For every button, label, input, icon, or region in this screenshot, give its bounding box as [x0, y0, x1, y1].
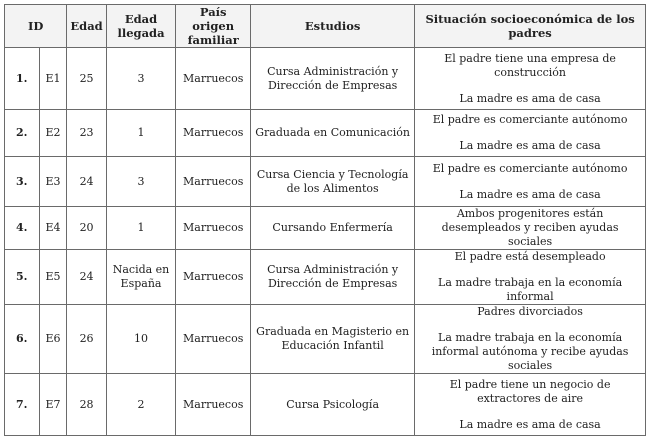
header-situacion: Situación socioeconómica de los padres — [414, 4, 646, 48]
header-pais: País origen familiar — [175, 4, 252, 48]
row-number: 3. — [4, 156, 40, 207]
situacion-madre: La madre trabaja en la economía informal — [438, 276, 623, 303]
row-number: 4. — [4, 206, 40, 250]
row-pais: Marruecos — [175, 249, 252, 305]
row-estudios: Cursa Ciencia y Tecnología de los Alimen… — [250, 156, 416, 207]
row-pais: Marruecos — [175, 156, 252, 207]
situacion-padre: Ambos progenitores están desempleados y … — [441, 207, 619, 248]
row-pais: Marruecos — [175, 304, 252, 374]
situacion-madre: La madre es ama de casa — [459, 139, 601, 152]
row-id: E5 — [38, 249, 68, 305]
row-edad-llegada: 3 — [105, 156, 177, 207]
row-edad: 24 — [66, 156, 107, 207]
table-row: 5. E5 24 Nacida en España Marruecos Cursa Adm… — [4, 249, 646, 305]
row-estudios: Cursa Administración y Dirección de Empr… — [250, 47, 416, 110]
row-id: E1 — [38, 47, 68, 110]
situacion-padre: El padre tiene un negocio de extractores… — [449, 377, 611, 405]
table-row: 4. E4 20 1 Marruecos Cursando Enfermería Ambos… — [4, 206, 646, 250]
situacion-madre: La madre es ama de casa — [459, 187, 601, 201]
row-number: 1. — [4, 47, 40, 110]
row-situacion: El padre está desempleado La madre trabaj… — [414, 249, 646, 305]
row-edad: 20 — [66, 206, 107, 250]
header-edad: Edad — [66, 4, 107, 48]
row-estudios: Cursando Enfermería — [250, 206, 416, 250]
situacion-padre: El padre está desempleado — [454, 250, 606, 263]
row-id: E2 — [38, 109, 68, 157]
row-pais: Marruecos — [175, 206, 252, 250]
situacion-madre: La madre es ama de casa — [459, 417, 601, 431]
situacion-padre: El padre es comerciante autónomo — [432, 161, 628, 175]
row-edad-llegada: 1 — [105, 206, 177, 250]
row-edad: 24 — [66, 249, 107, 305]
row-situacion: El padre es comerciante autónomo La madre… — [414, 109, 646, 157]
situacion-madre: La madre trabaja en la economía informal… — [431, 331, 629, 372]
row-edad-llegada: 1 — [105, 109, 177, 157]
table-row: 3. E3 24 3 Marruecos Cursa Ciencia y Tecnolog… — [4, 156, 646, 207]
row-id: E6 — [38, 304, 68, 374]
row-edad-llegada: 10 — [105, 304, 177, 374]
row-situacion: El padre tiene una empresa de construcci… — [414, 47, 646, 110]
row-situacion: Padres divorciados La madre trabaja en la… — [414, 304, 646, 374]
row-pais: Marruecos — [175, 47, 252, 110]
row-edad: 25 — [66, 47, 107, 110]
situacion-padre: El padre es comerciante autónomo — [432, 113, 628, 126]
row-situacion: Ambos progenitores están desempleados y … — [414, 206, 646, 250]
row-number: 5. — [4, 249, 40, 305]
table-row: 6. E6 26 10 Marruecos Graduada en Magisterio … — [4, 304, 646, 374]
situacion-padre: Padres divorciados — [477, 305, 583, 318]
row-number: 2. — [4, 109, 40, 157]
row-estudios: Cursa Administración y Dirección de Empr… — [250, 249, 416, 305]
students-table: ID Edad Edad llegada País origen familia… — [3, 4, 646, 436]
header-row: ID Edad Edad llegada País origen familia… — [3, 4, 646, 48]
header-edad-llegada: Edad llegada — [105, 4, 177, 48]
row-number: 6. — [4, 304, 40, 374]
row-edad-llegada: 3 — [105, 47, 177, 110]
row-estudios: Graduada en Comunicación — [250, 109, 416, 157]
row-pais: Marruecos — [175, 109, 252, 157]
table-row: 2. E2 23 1 Marruecos Graduada en Comunicación… — [4, 109, 646, 157]
header-estudios: Estudios — [250, 4, 416, 48]
row-edad: 26 — [66, 304, 107, 374]
row-id: E4 — [38, 206, 68, 250]
table-row: 1. E1 25 3 Marruecos Cursa Administración y D… — [4, 47, 646, 110]
row-estudios: Graduada en Magisterio en Educación Infa… — [250, 304, 416, 374]
row-id: E3 — [38, 156, 68, 207]
situacion-madre: La madre es ama de casa — [459, 91, 601, 105]
header-id: ID — [3, 4, 68, 48]
row-situacion: El padre es comerciante autónomo La madre… — [414, 156, 646, 207]
situacion-padre: El padre tiene una empresa de construcci… — [444, 51, 616, 79]
row-edad: 23 — [66, 109, 107, 157]
row-edad-llegada: Nacida en España — [105, 249, 177, 305]
